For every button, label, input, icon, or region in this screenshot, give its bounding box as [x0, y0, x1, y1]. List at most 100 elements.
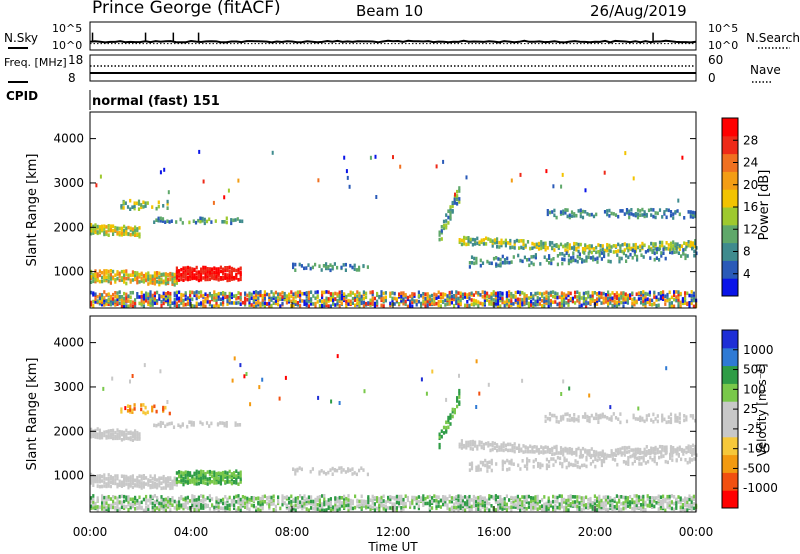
- power-cell-1966: [576, 290, 579, 294]
- velocity-cell-1045: [694, 418, 697, 423]
- power-cell-1206: [180, 301, 183, 305]
- power-cell-737: [661, 240, 664, 245]
- power-cell-937: [555, 215, 558, 220]
- velocity-cell-1718: [453, 505, 456, 509]
- power-cell-2056: [622, 300, 625, 304]
- power-cell-2136: [668, 304, 671, 308]
- velocity-cell-362: [230, 472, 233, 476]
- power-cell-1743: [459, 291, 462, 296]
- velocity-cell-2174: [681, 507, 684, 512]
- velocity-cell-1246: [195, 505, 198, 510]
- velocity-cell-1157: [149, 501, 152, 505]
- velocity-cell-496: [445, 420, 448, 425]
- velocity-cell-1122: [129, 505, 132, 510]
- power-cell-1260: [208, 293, 211, 298]
- power-cell-337: [217, 270, 220, 275]
- power-cell-652: [575, 246, 578, 251]
- velocity-cell-1726: [455, 495, 458, 499]
- velocity-cell-517: [458, 444, 461, 449]
- velocity-cell-1705: [444, 495, 447, 499]
- power-cell-657: [579, 242, 582, 247]
- power-cell-2138: [668, 297, 671, 302]
- velocity-cell-1102: [118, 507, 121, 511]
- power-cell-334: [217, 278, 220, 282]
- velocity-cell-1768: [475, 503, 478, 507]
- power-cell-119: [109, 281, 112, 285]
- power-cell-1130: [140, 290, 143, 295]
- velocity-cell-2160: [673, 501, 676, 506]
- power-cell-2220: [122, 200, 125, 205]
- velocity-cell-423: [126, 404, 130, 408]
- power-cell-1872: [527, 304, 530, 308]
- power-cell-122: [109, 272, 112, 277]
- power-cell-891: [640, 253, 643, 257]
- velocity-cell-1964: [574, 503, 577, 508]
- power-cell-252: [180, 277, 183, 282]
- power-cell-1451: [307, 294, 310, 298]
- velocity-cell-1934: [558, 502, 561, 506]
- velocity-cell-637: [568, 451, 571, 455]
- velocity-cell-1273: [208, 494, 211, 498]
- power-cell-2104: [646, 292, 649, 296]
- velocity-cell-1851: [516, 506, 519, 510]
- velocity-cell-1682: [431, 499, 434, 504]
- velocity-cell-1263: [202, 497, 205, 501]
- velocity-cell-2213: [338, 401, 341, 405]
- power-cell-1254: [204, 292, 207, 296]
- velocity-cell-770: [468, 468, 471, 472]
- velocity-cell-498: [447, 420, 450, 425]
- velocity-cell-1436: [301, 506, 304, 511]
- power-cell-1185: [169, 304, 172, 308]
- velocity-cell-2018: [600, 505, 603, 510]
- velocity-cell-2042: [611, 502, 614, 507]
- velocity-cell-784: [484, 463, 487, 468]
- power-cell-805: [517, 253, 520, 258]
- velocity-cell-1695: [439, 505, 442, 509]
- velocity-cell-1808: [494, 500, 497, 504]
- velocity-cell-216: [164, 486, 167, 490]
- power-cell-234: [171, 272, 174, 276]
- velocity-cell-2237: [363, 389, 366, 394]
- power-cell-1508: [338, 296, 341, 301]
- cpid-label: CPID: [6, 89, 38, 103]
- power-cell-1578: [373, 301, 376, 306]
- power-cell-902: [655, 250, 658, 255]
- power-cell-787: [492, 256, 496, 261]
- velocity-cell-217: [164, 482, 167, 487]
- power-cell-142: [123, 273, 126, 277]
- velocity-cell-1821: [501, 507, 504, 511]
- power-cell-1299: [228, 294, 231, 298]
- power-cell-384: [239, 266, 242, 271]
- velocity-cell-1275: [211, 503, 214, 507]
- velocity-cell-1053: [92, 502, 95, 507]
- power-cell-915: [675, 250, 678, 254]
- velocity-cell-1735: [459, 496, 462, 501]
- velocity-cell-780: [479, 467, 482, 472]
- velocity-cell-644: [573, 450, 576, 455]
- power-cell-2130: [664, 302, 667, 306]
- power-cell-1542: [356, 301, 359, 306]
- velocity-cell-860: [585, 456, 588, 460]
- velocity-cell-1997: [591, 507, 594, 511]
- velocity-cell-1953: [567, 498, 570, 502]
- power-cell-1895: [538, 297, 541, 301]
- power-cell-2101: [644, 291, 647, 296]
- velocity-cell-1331: [241, 499, 244, 503]
- power-cell-486: [344, 268, 347, 272]
- power-cell-693: [614, 244, 618, 248]
- velocity-cell-1572: [371, 505, 374, 510]
- power-cell-466: [309, 266, 312, 271]
- power-cell-1315: [239, 295, 242, 300]
- power-cell-457: [292, 265, 295, 270]
- velocity-cell-542: [480, 444, 483, 449]
- power-cell-1660: [422, 299, 425, 304]
- velocity-cell-913: [653, 452, 656, 456]
- power-cell-869: [603, 254, 606, 259]
- power-cell-867: [600, 257, 603, 261]
- power-cell-894: [647, 248, 650, 253]
- power-cell-748: [672, 244, 675, 248]
- velocity-cell-499: [447, 418, 450, 423]
- velocity-cell-1255: [197, 495, 200, 500]
- velocity-cell-1924: [552, 494, 555, 499]
- velocity-cell-483: [366, 472, 369, 477]
